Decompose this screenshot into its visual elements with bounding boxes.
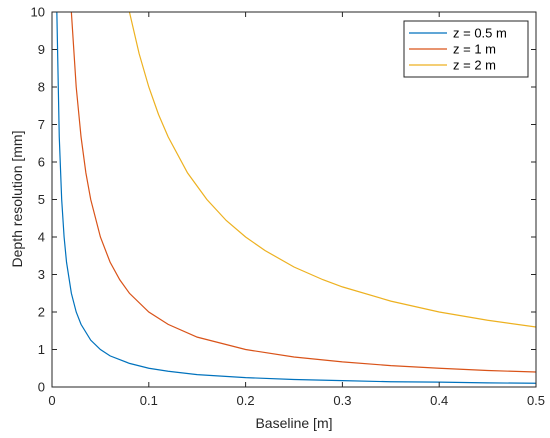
x-tick-label: 0.4 [430,393,448,408]
y-tick-label: 6 [38,155,45,170]
y-tick-label: 0 [38,380,45,395]
x-axis-label: Baseline [m] [255,415,332,431]
y-tick-label: 7 [38,117,45,132]
x-tick-label: 0.3 [333,393,351,408]
x-tick-label: 0.1 [140,393,158,408]
legend-label: z = 2 m [453,58,496,73]
legend: z = 0.5 mz = 1 mz = 2 m [403,20,529,78]
series-line-z-0-5-m [56,12,536,384]
x-tick-label: 0.2 [237,393,255,408]
y-axis-label: Depth resolution [mm] [9,131,25,268]
y-tick-label: 10 [31,5,45,20]
y-tick-label: 3 [38,267,45,282]
y-tick-label: 5 [38,192,45,207]
y-tick-label: 2 [38,305,45,320]
series-layer [56,12,536,384]
y-tick-label: 8 [38,80,45,95]
legend-label: z = 1 m [453,42,496,57]
x-tick-label: 0 [48,393,55,408]
x-tick-label: 0.5 [527,393,545,408]
y-tick-label: 1 [38,342,45,357]
y-tick-label: 4 [38,230,45,245]
series-line-z-2-m [128,12,536,328]
ticks-layer: 0 0.1 0.2 0.3 0.4 0.5 0 1 2 3 4 5 6 7 8 9 10 [31,5,546,409]
y-tick-label: 9 [38,42,45,57]
legend-label: z = 0.5 m [453,26,507,41]
series-line-z-1-m [70,12,536,373]
